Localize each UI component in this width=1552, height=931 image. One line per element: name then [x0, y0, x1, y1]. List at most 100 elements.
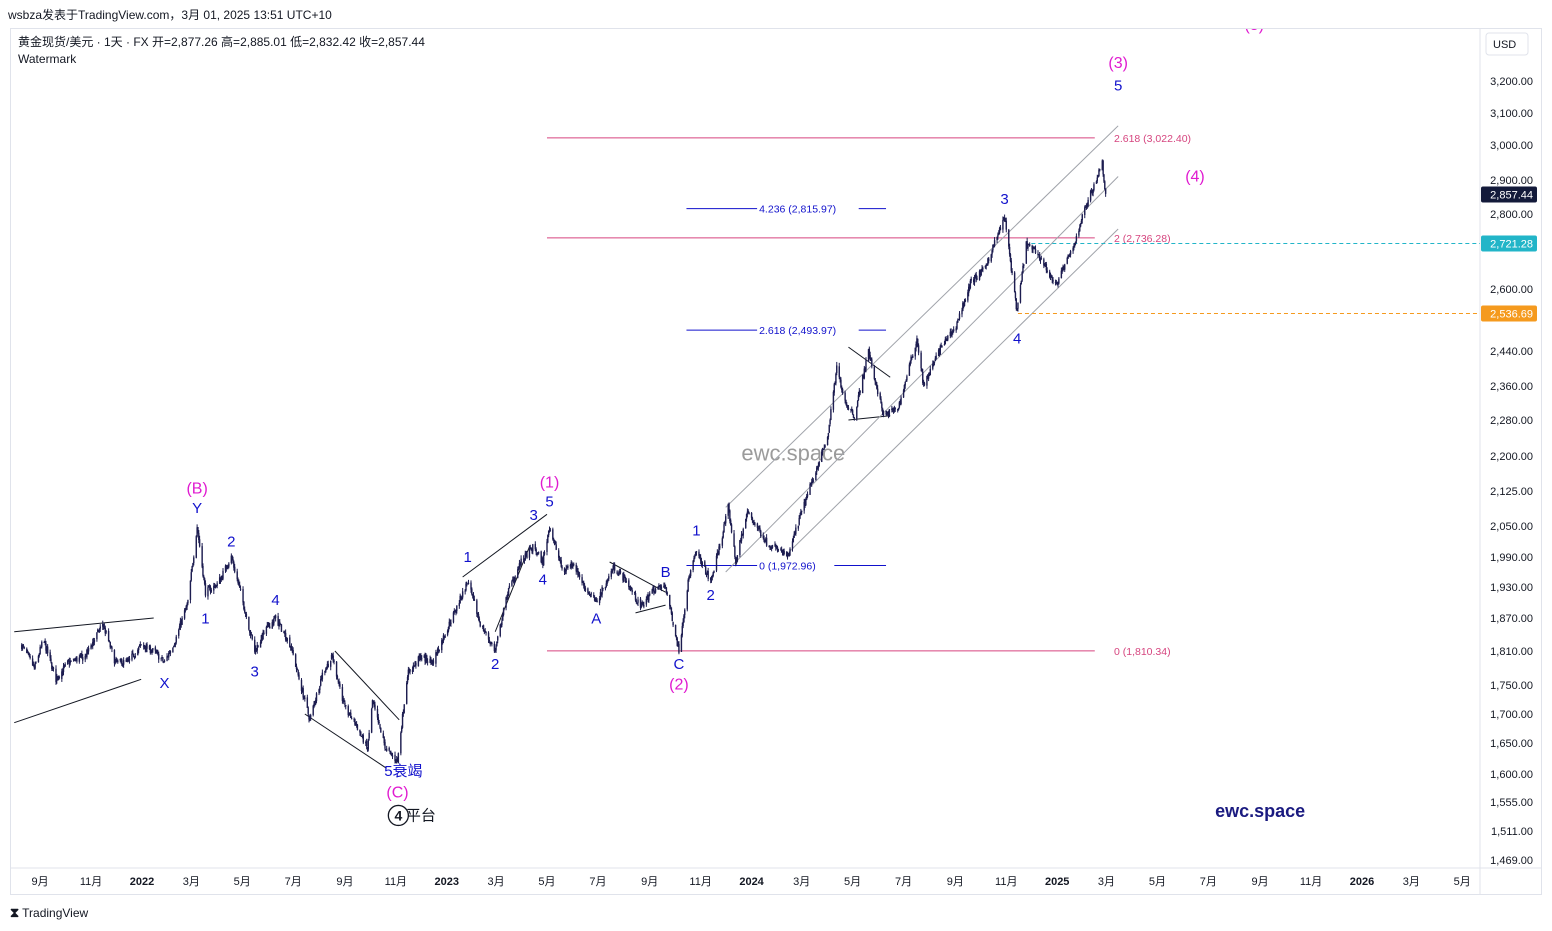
candle-body [120, 658, 122, 661]
candle-body [244, 612, 247, 614]
candle-body [573, 563, 575, 566]
x-tick-label: 11月 [995, 876, 1017, 888]
candle-body [279, 623, 282, 625]
candle-body [973, 277, 976, 283]
candle-body [202, 565, 204, 576]
trendline[interactable] [725, 176, 1119, 573]
candle-body [421, 658, 423, 660]
wave-label: 4 [1013, 330, 1021, 347]
candle-body [161, 657, 163, 659]
candle-body [362, 735, 364, 743]
candle-body [910, 356, 912, 362]
candle-body [330, 654, 333, 660]
candle-body [497, 636, 499, 641]
candle-body [107, 630, 110, 642]
candle-body [483, 630, 486, 632]
trendline[interactable] [848, 346, 891, 378]
symbol-ohlc-line: 黄金现货/美元 · 1天 · FX 开=2,877.26 高=2,885.01 … [18, 34, 425, 49]
candle-body [613, 564, 616, 571]
x-tick-label: 7月 [1200, 876, 1217, 888]
wave-label: 2 [227, 534, 235, 551]
trendline[interactable] [788, 228, 1119, 553]
x-tick-label: 7月 [285, 876, 302, 888]
candle-body [243, 601, 245, 610]
candle-body [307, 707, 309, 714]
candle-body [786, 553, 789, 558]
candle-body [722, 531, 724, 538]
candle-body [27, 652, 30, 655]
fib-label-bg [1111, 230, 1190, 244]
trendline[interactable] [462, 513, 548, 578]
candle-body [542, 558, 544, 565]
candle-body [239, 584, 241, 588]
trendline[interactable] [304, 713, 387, 769]
trendline[interactable] [635, 604, 666, 614]
candle-body [657, 586, 659, 590]
candle-body [208, 586, 211, 588]
candle-body [460, 596, 462, 600]
candle-body [535, 549, 537, 553]
candle-body [765, 538, 767, 542]
candle-body [1069, 254, 1071, 256]
candle-body [142, 645, 145, 647]
candle-body [102, 624, 105, 628]
candle-body [273, 618, 275, 624]
candle-body [152, 648, 154, 651]
candle-body [221, 575, 223, 578]
candle-body [454, 611, 456, 613]
candle-body [623, 575, 626, 578]
x-tick-label: 3月 [1403, 876, 1420, 888]
candle-body [1043, 265, 1046, 267]
candle-body [117, 660, 119, 663]
candle-body [611, 571, 613, 573]
candle-body [178, 626, 181, 630]
candle-body [478, 618, 481, 622]
wave-label: 5 [1114, 78, 1122, 95]
trendline[interactable] [334, 650, 400, 721]
candle-body [139, 644, 142, 647]
tradingview-footer[interactable]: ⧗ TradingView [10, 905, 88, 921]
x-tick-label: 9月 [336, 876, 353, 888]
candle-body [379, 724, 381, 728]
candle-body [675, 636, 678, 638]
candle-body [671, 612, 673, 622]
candle-body [783, 550, 785, 554]
candle-body [970, 278, 972, 281]
candle-body [922, 382, 925, 384]
candle-body [906, 376, 908, 381]
candle-body [496, 641, 498, 646]
circled-four-icon [387, 804, 410, 827]
candle-body [613, 564, 615, 570]
candle-body [64, 664, 66, 667]
x-tick-label: 11月 [689, 876, 711, 888]
candle-body [835, 373, 837, 384]
candle-body [507, 594, 509, 598]
candle-body [309, 715, 312, 720]
candle-body [203, 578, 206, 584]
fib-label-bg [757, 323, 859, 337]
trendline[interactable] [609, 561, 666, 593]
candle-body [664, 585, 666, 587]
candle-body [750, 512, 753, 518]
candle-body [173, 646, 175, 648]
trendline[interactable] [14, 678, 142, 724]
candle-body [1028, 244, 1031, 246]
candle-body [190, 572, 192, 581]
candle-body [851, 410, 854, 415]
candle-body [704, 566, 707, 575]
currency-button[interactable] [1485, 32, 1529, 56]
candle-body [957, 319, 959, 323]
wave-label: (B) [186, 480, 207, 497]
trendline[interactable] [725, 125, 1119, 508]
candle-body [674, 624, 677, 637]
trendline[interactable] [14, 617, 154, 633]
candle-body [248, 616, 250, 630]
candle-body [90, 645, 92, 649]
candle-body [424, 655, 426, 662]
candle-body [56, 676, 59, 680]
candle-body [174, 642, 177, 646]
candle-body [759, 527, 761, 532]
candle-body [593, 597, 596, 601]
candle-body [534, 544, 537, 550]
